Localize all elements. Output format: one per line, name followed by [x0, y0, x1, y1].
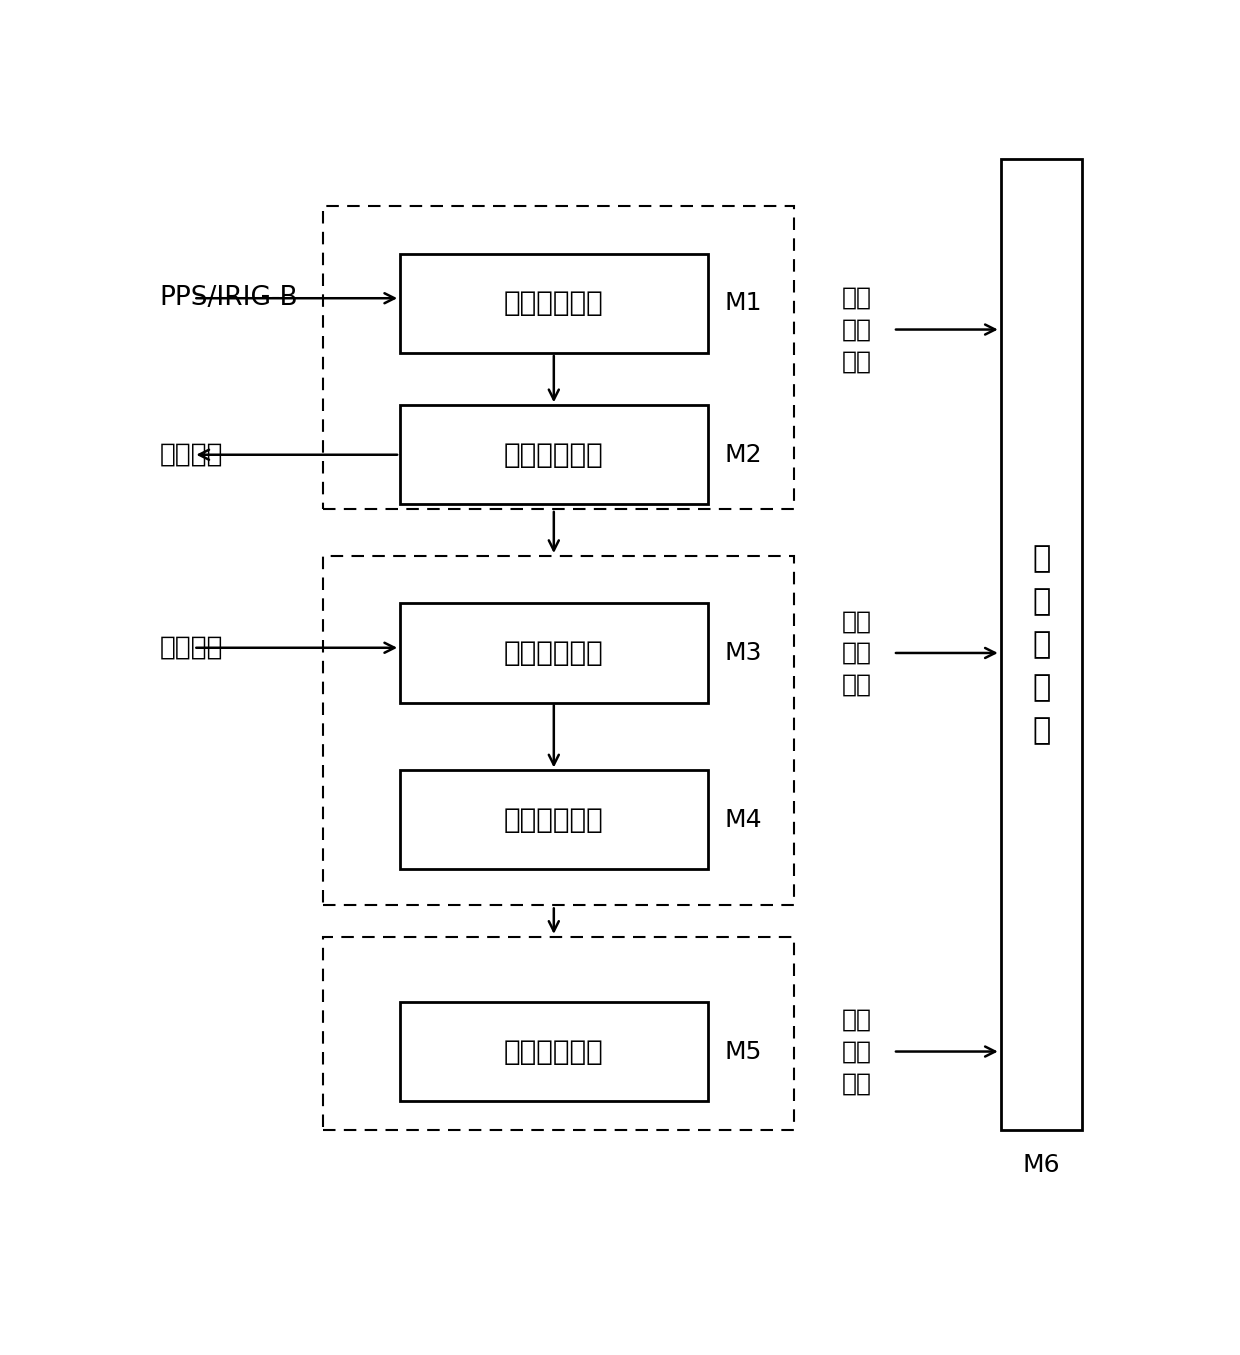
Bar: [324, 556, 794, 905]
Text: M2: M2: [725, 443, 763, 466]
Text: 第二
级流
水线: 第二 级流 水线: [842, 610, 872, 696]
Bar: [401, 405, 708, 504]
Bar: [401, 253, 708, 354]
Text: 采样脉冲输出: 采样脉冲输出: [503, 440, 604, 469]
Text: M1: M1: [725, 291, 763, 316]
Text: 流
水
线
控
制: 流 水 线 控 制: [1033, 545, 1050, 745]
Text: 数据接收解码: 数据接收解码: [503, 640, 604, 667]
Text: 采样脉冲: 采样脉冲: [160, 442, 223, 467]
Text: 插值时刻计算: 插值时刻计算: [503, 806, 604, 833]
Text: M6: M6: [1023, 1153, 1060, 1176]
Bar: [401, 771, 708, 870]
Bar: [1001, 160, 1083, 1130]
Text: 第三
级流
水线: 第三 级流 水线: [842, 1008, 872, 1095]
Bar: [401, 603, 708, 702]
Bar: [401, 1001, 708, 1102]
Text: PPS/IRIG-B: PPS/IRIG-B: [160, 286, 299, 312]
Text: M5: M5: [725, 1039, 763, 1064]
Bar: [324, 206, 794, 509]
Text: 插值数据处理: 插值数据处理: [503, 1038, 604, 1065]
Text: 时钟脉冲同步: 时钟脉冲同步: [503, 290, 604, 317]
Bar: [324, 936, 794, 1130]
Text: M4: M4: [725, 808, 763, 832]
Text: 第一
级流
水线: 第一 级流 水线: [842, 286, 872, 373]
Text: 采样数据: 采样数据: [160, 634, 223, 661]
Text: M3: M3: [725, 641, 763, 665]
